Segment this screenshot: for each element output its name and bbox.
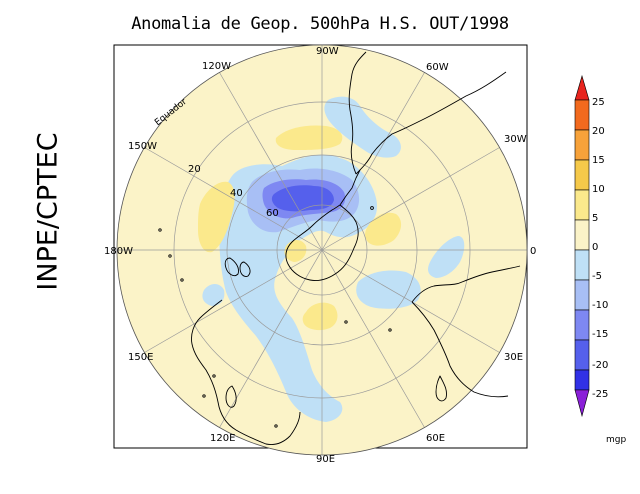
- lon-label: 30W: [504, 134, 527, 145]
- colorbar-tick: 0: [592, 242, 598, 253]
- lon-label: 30E: [504, 352, 523, 363]
- anomaly-fields: [198, 96, 465, 423]
- colorbar-cap-low: [574, 389, 590, 418]
- negative-anomaly-region: [202, 284, 225, 306]
- colorbar-segment: [574, 99, 590, 131]
- colorbar-tick: -10: [592, 300, 608, 311]
- lat-label: 20: [188, 164, 201, 175]
- colorbar-tick: -20: [592, 360, 608, 371]
- lon-label: 60W: [426, 62, 449, 73]
- colorbar-segment: [574, 249, 590, 281]
- colorbar-segment: [574, 339, 590, 371]
- positive-anomaly-region: [365, 212, 402, 246]
- australia-coastline: [191, 299, 301, 445]
- lon-label: 180W: [104, 246, 133, 257]
- colorbar-segment: [574, 159, 590, 191]
- lon-label: 0: [530, 246, 536, 257]
- africa-coastline: [411, 265, 521, 398]
- colorbar-segment: [574, 369, 590, 391]
- lon-label: 60E: [426, 433, 445, 444]
- colorbar-tick: 15: [592, 155, 605, 166]
- colorbar-tick: 5: [592, 213, 598, 224]
- positive-anomaly-region: [302, 302, 338, 331]
- colorbar-cap-high: [574, 74, 590, 101]
- coastlines: [158, 51, 521, 445]
- map-title: Anomalia de Geop. 500hPa H.S. OUT/1998: [131, 14, 509, 34]
- colorbar-segment: [574, 129, 590, 161]
- antarctica-coastline: [285, 204, 359, 281]
- positive-anomaly-region: [275, 125, 343, 150]
- lat-label: 60: [266, 208, 279, 219]
- positive-anomaly-region: [198, 181, 235, 253]
- negative-anomaly-region: [356, 270, 421, 309]
- equator-circle: [116, 44, 528, 456]
- colorbar-tick: -25: [592, 389, 608, 400]
- colorbar-tick: 25: [592, 97, 605, 108]
- colorbar-tick: 10: [592, 184, 605, 195]
- colorbar-unit: mgp: [606, 435, 626, 445]
- lon-label: 120W: [202, 61, 231, 72]
- positive-anomaly-region: [284, 240, 307, 262]
- lon-label: 90W: [316, 46, 339, 57]
- new-zealand-coastline: [224, 257, 251, 277]
- lon-label: 120E: [210, 433, 235, 444]
- colorbar-tick: -15: [592, 329, 608, 340]
- colorbar-segment: [574, 189, 590, 221]
- lat-label: 40: [230, 188, 243, 199]
- colorbar-tick: -5: [592, 271, 602, 282]
- colorbar-segment: [574, 309, 590, 341]
- colorbar-segment: [574, 219, 590, 251]
- lon-label: 150E: [128, 352, 153, 363]
- lon-label: 150W: [128, 141, 157, 152]
- negative-anomaly-region: [428, 236, 465, 278]
- south-america-coastline: [348, 51, 507, 175]
- colorbar-segment: [574, 279, 590, 311]
- lon-label: 90E: [316, 454, 335, 465]
- colorbar-tick: 20: [592, 126, 605, 137]
- graticule: [117, 45, 527, 455]
